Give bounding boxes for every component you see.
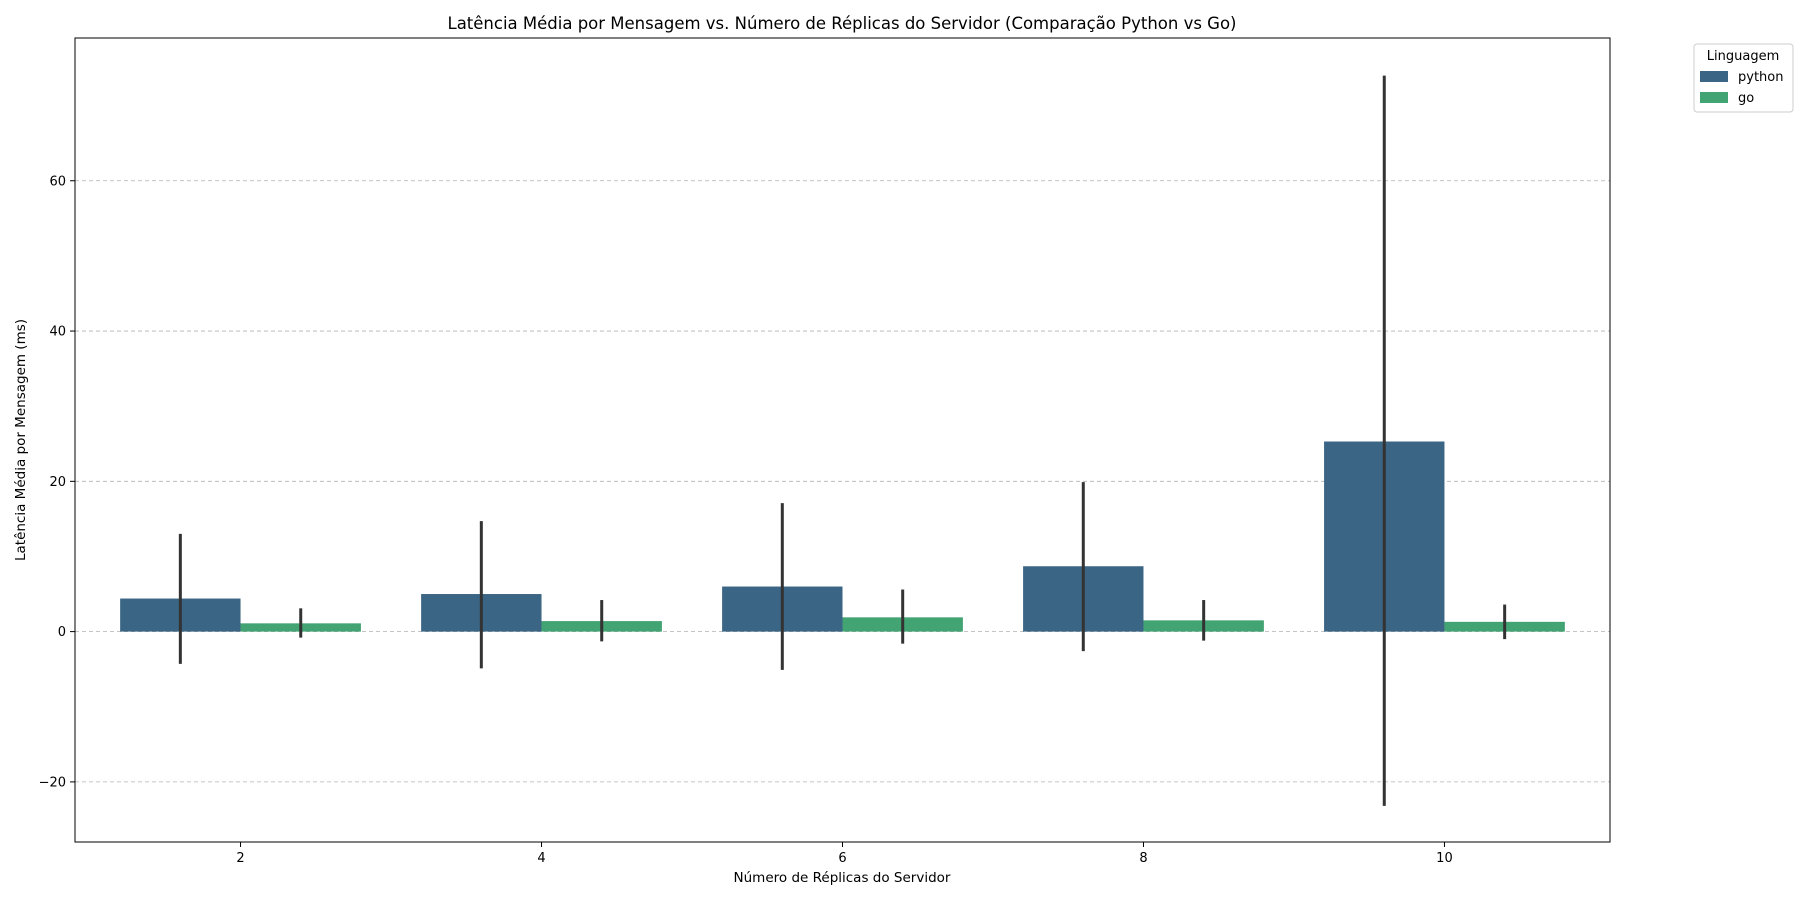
x-tick-label: 8 bbox=[1139, 851, 1147, 866]
y-tick-label: 40 bbox=[49, 325, 66, 340]
y-tick-label: 60 bbox=[49, 174, 66, 189]
legend-swatch-python bbox=[1700, 71, 1728, 82]
x-tick-label: 10 bbox=[1436, 851, 1453, 866]
legend-title: Linguagem bbox=[1707, 49, 1779, 64]
legend-label-go: go bbox=[1738, 91, 1754, 106]
x-tick-label: 4 bbox=[537, 851, 545, 866]
y-tick-label: 0 bbox=[58, 625, 66, 640]
bars bbox=[120, 441, 1565, 632]
legend-swatch-go bbox=[1700, 92, 1728, 103]
x-axis-title: Número de Réplicas do Servidor bbox=[734, 870, 951, 886]
y-tick-label: −20 bbox=[39, 775, 66, 790]
x-tick-label: 2 bbox=[236, 851, 244, 866]
chart-title: Latência Média por Mensagem vs. Número d… bbox=[448, 14, 1237, 33]
x-axis-ticks: 2 4 6 8 10 bbox=[236, 842, 1453, 866]
y-axis-title: Latência Média por Mensagem (ms) bbox=[13, 319, 29, 561]
x-tick-label: 6 bbox=[838, 851, 846, 866]
plot-frame bbox=[74, 37, 1611, 843]
legend-label-python: python bbox=[1738, 70, 1783, 85]
legend: Linguagem python go bbox=[1693, 43, 1794, 113]
legend-items: python go bbox=[1700, 70, 1783, 106]
error-bars bbox=[178, 75, 1507, 806]
y-tick-label: 20 bbox=[49, 475, 66, 490]
y-axis-ticks: −20 0 20 40 60 bbox=[39, 174, 75, 790]
